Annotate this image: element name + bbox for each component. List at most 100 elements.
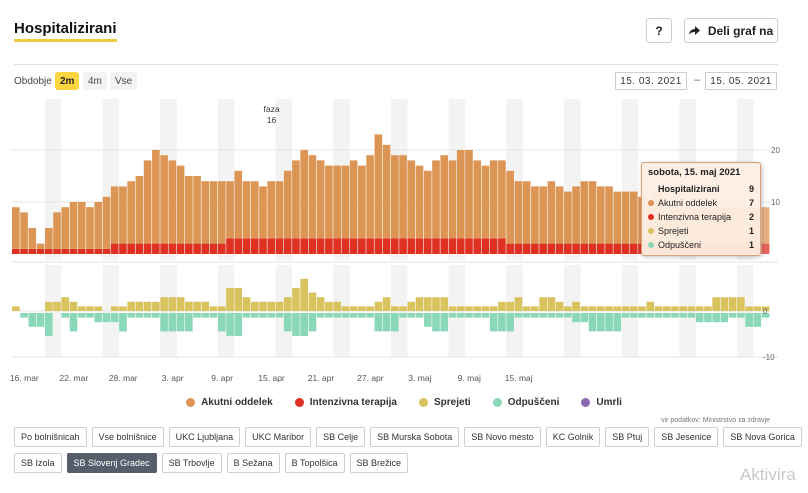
bar-akutni-oddelek[interactable] bbox=[489, 160, 498, 239]
bar-odpusceni[interactable] bbox=[86, 313, 94, 318]
bar-akutni-oddelek[interactable] bbox=[440, 155, 449, 239]
bar-intenzivna-terapija[interactable] bbox=[374, 238, 383, 254]
bar-intenzivna-terapija[interactable] bbox=[555, 243, 564, 254]
bar-akutni-oddelek[interactable] bbox=[143, 160, 152, 244]
bar-sprejeti[interactable] bbox=[250, 301, 259, 311]
bar-sprejeti[interactable] bbox=[605, 306, 613, 311]
bar-sprejeti[interactable] bbox=[522, 306, 531, 311]
bar-odpusceni[interactable] bbox=[358, 313, 366, 318]
bar-sprejeti[interactable] bbox=[308, 292, 317, 311]
date-from-input[interactable]: 15. 03. 2021 bbox=[615, 72, 687, 90]
bar-akutni-oddelek[interactable] bbox=[341, 165, 350, 239]
bar-intenzivna-terapija[interactable] bbox=[152, 243, 160, 254]
bar-sprejeti[interactable] bbox=[539, 297, 547, 311]
bar-intenzivna-terapija[interactable] bbox=[391, 238, 399, 254]
bar-sprejeti[interactable] bbox=[448, 306, 457, 311]
bar-akutni-oddelek[interactable] bbox=[473, 160, 482, 239]
bar-sprejeti[interactable] bbox=[94, 306, 103, 311]
bar-akutni-oddelek[interactable] bbox=[12, 207, 20, 249]
hospital-filter-button[interactable]: KC Golnik bbox=[545, 427, 601, 447]
bar-intenzivna-terapija[interactable] bbox=[267, 238, 276, 254]
bar-intenzivna-terapija[interactable] bbox=[358, 238, 366, 254]
bar-akutni-oddelek[interactable] bbox=[217, 181, 226, 244]
bar-sprejeti[interactable] bbox=[358, 306, 366, 311]
bar-odpusceni[interactable] bbox=[761, 313, 770, 318]
bar-odpusceni[interactable] bbox=[283, 313, 292, 332]
bar-sprejeti[interactable] bbox=[737, 297, 745, 311]
hospital-filter-button[interactable]: SB Brežice bbox=[349, 453, 409, 473]
bar-sprejeti[interactable] bbox=[621, 306, 630, 311]
bar-akutni-oddelek[interactable] bbox=[333, 165, 341, 239]
bar-odpusceni[interactable] bbox=[481, 313, 490, 318]
bar-intenzivna-terapija[interactable] bbox=[28, 248, 37, 254]
bar-intenzivna-terapija[interactable] bbox=[465, 238, 473, 254]
bar-akutni-oddelek[interactable] bbox=[506, 170, 514, 244]
bar-odpusceni[interactable] bbox=[209, 313, 218, 318]
bar-odpusceni[interactable] bbox=[572, 313, 580, 323]
bar-odpusceni[interactable] bbox=[135, 313, 144, 318]
bar-akutni-oddelek[interactable] bbox=[152, 150, 160, 244]
hospital-filter-button[interactable]: SB Ptuj bbox=[605, 427, 650, 447]
bar-intenzivna-terapija[interactable] bbox=[201, 243, 210, 254]
bar-akutni-oddelek[interactable] bbox=[61, 207, 70, 249]
bar-intenzivna-terapija[interactable] bbox=[325, 238, 333, 254]
bar-sprejeti[interactable] bbox=[333, 301, 341, 311]
bar-intenzivna-terapija[interactable] bbox=[209, 243, 218, 254]
bar-odpusceni[interactable] bbox=[580, 313, 589, 323]
bar-akutni-oddelek[interactable] bbox=[613, 191, 622, 244]
bar-sprejeti[interactable] bbox=[473, 306, 482, 311]
bar-intenzivna-terapija[interactable] bbox=[292, 238, 300, 254]
bar-sprejeti[interactable] bbox=[423, 297, 432, 311]
hospital-filter-button[interactable]: Po bolnišnicah bbox=[14, 427, 87, 447]
bar-sprejeti[interactable] bbox=[671, 306, 679, 311]
bar-sprejeti[interactable] bbox=[728, 297, 737, 311]
bar-sprejeti[interactable] bbox=[69, 301, 78, 311]
bar-sprejeti[interactable] bbox=[662, 306, 671, 311]
bar-odpusceni[interactable] bbox=[349, 313, 358, 318]
bar-odpusceni[interactable] bbox=[621, 313, 630, 318]
bar-odpusceni[interactable] bbox=[687, 313, 696, 318]
bar-sprejeti[interactable] bbox=[382, 297, 391, 311]
bar-odpusceni[interactable] bbox=[440, 313, 449, 332]
bar-akutni-oddelek[interactable] bbox=[234, 170, 243, 239]
bar-odpusceni[interactable] bbox=[465, 313, 473, 318]
bar-intenzivna-terapija[interactable] bbox=[119, 243, 127, 254]
bar-akutni-oddelek[interactable] bbox=[316, 160, 325, 239]
bar-odpusceni[interactable] bbox=[391, 313, 399, 332]
bar-intenzivna-terapija[interactable] bbox=[440, 238, 449, 254]
period-all-button[interactable]: Vse bbox=[110, 72, 138, 90]
hospital-filter-button[interactable]: SB Nova Gorica bbox=[723, 427, 802, 447]
bar-odpusceni[interactable] bbox=[341, 313, 350, 318]
bar-akutni-oddelek[interactable] bbox=[391, 155, 399, 239]
hospital-filter-button[interactable]: B Topolšica bbox=[284, 453, 345, 473]
bar-sprejeti[interactable] bbox=[259, 301, 267, 311]
bar-akutni-oddelek[interactable] bbox=[621, 191, 630, 244]
bar-odpusceni[interactable] bbox=[366, 313, 374, 318]
bar-intenzivna-terapija[interactable] bbox=[407, 238, 416, 254]
bar-akutni-oddelek[interactable] bbox=[201, 181, 210, 244]
bar-akutni-oddelek[interactable] bbox=[185, 176, 193, 244]
bar-odpusceni[interactable] bbox=[152, 313, 160, 318]
bar-sprejeti[interactable] bbox=[432, 297, 440, 311]
bar-akutni-oddelek[interactable] bbox=[407, 160, 416, 239]
bar-intenzivna-terapija[interactable] bbox=[473, 238, 482, 254]
bar-sprejeti[interactable] bbox=[226, 288, 234, 311]
hospital-filter-button[interactable]: Vse bolnišnice bbox=[91, 427, 164, 447]
bar-intenzivna-terapija[interactable] bbox=[333, 238, 341, 254]
bar-odpusceni[interactable] bbox=[514, 313, 523, 318]
bar-intenzivna-terapija[interactable] bbox=[94, 248, 103, 254]
bar-akutni-oddelek[interactable] bbox=[498, 160, 506, 239]
bar-akutni-oddelek[interactable] bbox=[423, 170, 432, 239]
bar-sprejeti[interactable] bbox=[456, 306, 465, 311]
bar-intenzivna-terapija[interactable] bbox=[366, 238, 374, 254]
legend-item[interactable]: Akutni oddelek bbox=[186, 397, 273, 408]
bar-odpusceni[interactable] bbox=[36, 313, 45, 327]
bar-akutni-oddelek[interactable] bbox=[226, 181, 234, 239]
bar-sprejeti[interactable] bbox=[110, 306, 119, 311]
bar-odpusceni[interactable] bbox=[456, 313, 465, 318]
bar-odpusceni[interactable] bbox=[638, 313, 646, 318]
hospital-filter-button[interactable]: SB Trbovlje bbox=[161, 453, 222, 473]
bar-odpusceni[interactable] bbox=[498, 313, 506, 332]
bar-intenzivna-terapija[interactable] bbox=[506, 243, 514, 254]
period-4m-button[interactable]: 4m bbox=[83, 72, 107, 90]
